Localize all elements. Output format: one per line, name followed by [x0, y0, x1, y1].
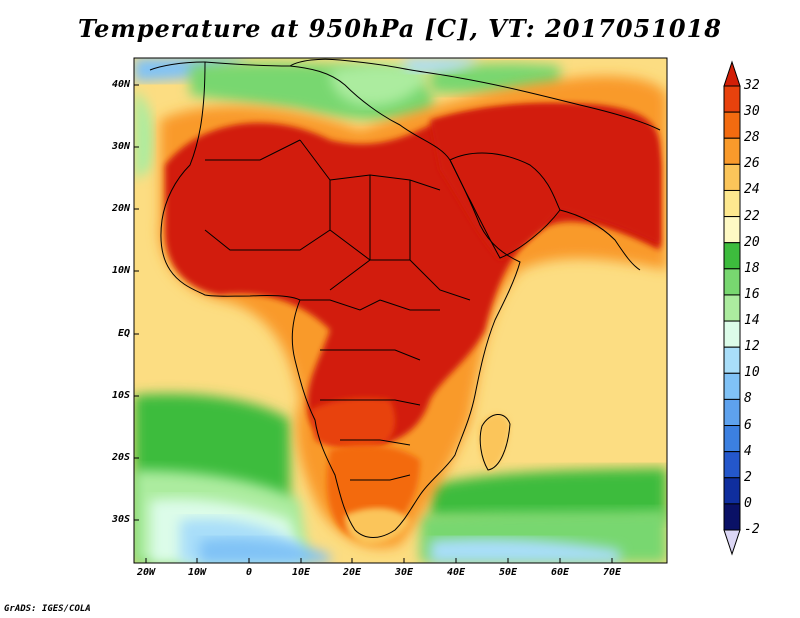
colorbar-label: -2 — [744, 522, 760, 537]
colorbar-box — [723, 111, 741, 139]
colorbar-label: 28 — [744, 130, 760, 146]
lon-label-10w: 10W — [187, 567, 207, 578]
band-south-blue2 — [200, 538, 330, 563]
colorbar-top-arrow — [723, 60, 741, 87]
credit-text: GrADS: IGES/COLA — [4, 604, 91, 614]
lon-label-60e: 60E — [550, 567, 570, 578]
colorbar-label: 12 — [744, 339, 760, 355]
colorbar-label: 4 — [744, 443, 752, 459]
colorbar-label: 32 — [744, 78, 760, 93]
colorbar-boxes — [723, 85, 741, 531]
arabia-outline — [449, 152, 561, 259]
lat-label-10s: 10S — [111, 390, 130, 401]
colorbar-box — [723, 85, 741, 113]
land-yellow-southtip — [345, 508, 410, 545]
map-title: Temperature at 950hPa [C], VT: 201705101… — [77, 14, 723, 43]
band-west-cool — [134, 90, 155, 180]
lat-label-30s: 30S — [111, 514, 130, 525]
madagascar-outline — [479, 414, 511, 471]
colorbar-box — [723, 503, 741, 531]
lat-label-30n: 30N — [111, 141, 130, 152]
colorbar-label: 0 — [744, 495, 752, 511]
colorbar — [723, 60, 741, 556]
colorbar-box — [723, 320, 741, 348]
lon-label-0: 0 — [245, 567, 253, 578]
colorbar-label: 26 — [744, 156, 760, 172]
coastlines — [149, 58, 661, 538]
asia-outline — [459, 77, 661, 271]
colorbar-label: 8 — [744, 391, 752, 407]
colorbar-box — [723, 268, 741, 296]
colorbar-bottom-arrow — [723, 529, 741, 556]
lat-label-10n: 10N — [111, 265, 130, 276]
colorbar-label: 24 — [744, 182, 760, 198]
colorbar-box — [723, 216, 741, 244]
colorbar-box — [723, 346, 741, 374]
colorbar-box — [723, 398, 741, 427]
band-north-mediterranean — [330, 64, 430, 106]
lon-label-30e: 30E — [394, 567, 414, 578]
colorbar-label: 30 — [744, 104, 760, 120]
colorbar-label: 2 — [744, 469, 752, 485]
land-red-arabia — [430, 103, 660, 260]
lon-label-70e: 70E — [602, 567, 622, 578]
colorbar-box — [723, 189, 741, 218]
colorbar-box — [723, 451, 741, 479]
colorbar-box — [723, 372, 741, 400]
lat-label-eq: EQ — [117, 328, 130, 339]
colorbar-label: 14 — [744, 313, 760, 329]
temperature-field — [134, 58, 667, 563]
colorbar-box — [723, 294, 741, 322]
lat-label-20n: 20N — [111, 203, 130, 214]
lon-label-40e: 40E — [446, 567, 466, 578]
lon-label-20e: 20E — [342, 567, 362, 578]
colorbar-label: 16 — [744, 286, 760, 302]
africa-coastline — [160, 61, 521, 538]
band-caspian-blue — [400, 58, 480, 73]
lon-label-50e: 50E — [498, 567, 518, 578]
band-south-blue3 — [430, 538, 620, 563]
country-borders — [204, 139, 471, 481]
lat-label-20s: 20S — [111, 452, 130, 463]
europe-coastline — [149, 58, 461, 79]
colorbar-label: 20 — [744, 234, 760, 250]
colorbar-box — [723, 137, 741, 165]
colorbar-label: 18 — [744, 260, 760, 276]
lon-label-10e: 10E — [291, 567, 311, 578]
colorbar-box — [723, 425, 741, 453]
lon-label-20w: 20W — [136, 567, 156, 578]
colorbar-box — [723, 477, 741, 505]
colorbar-box — [723, 242, 741, 270]
plot-frame — [133, 57, 668, 564]
band-south-green-east — [430, 468, 667, 523]
lat-label-40n: 40N — [111, 79, 130, 90]
colorbar-box — [723, 163, 741, 191]
axis-ticks — [134, 84, 613, 563]
colorbar-label: 6 — [744, 417, 752, 433]
colorbar-label: 10 — [744, 365, 760, 381]
colorbar-label: 22 — [744, 208, 760, 224]
land-red-south — [310, 398, 396, 449]
